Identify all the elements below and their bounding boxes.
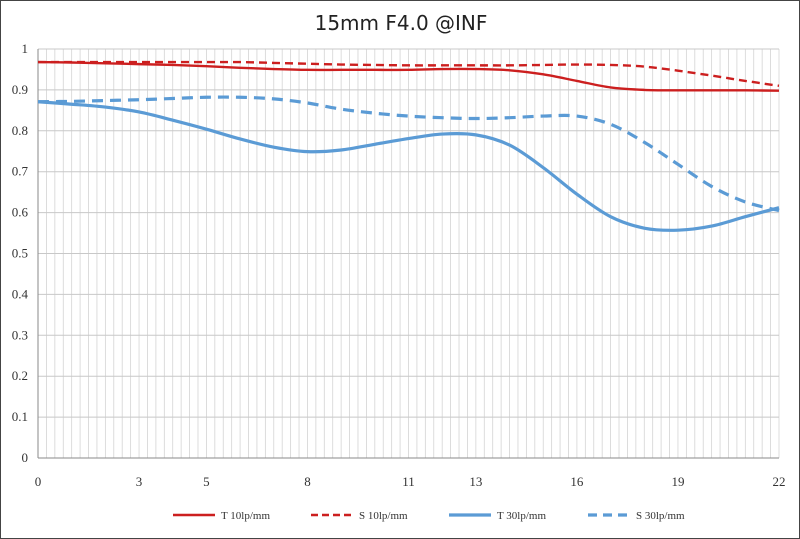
x-tick-label: 5 [203,474,210,489]
x-tick-label: 19 [671,474,684,489]
y-tick-label: 0 [22,450,29,465]
y-tick-label: 0.4 [12,286,29,301]
series-line-t-10lp-mm [37,60,780,92]
x-tick-label: 3 [136,474,143,489]
chart-title: 15mm F4.0 @INF [315,11,488,35]
y-tick-label: 0.7 [12,164,29,179]
legend-label-t-30lp-mm: T 30lp/mm [497,510,546,522]
y-tick-label: 0.5 [12,246,28,261]
grid-layer [37,48,780,459]
x-tick-label: 0 [35,474,42,489]
legend-label-s-10lp-mm: S 10lp/mm [359,510,408,522]
y-tick-label: 0.6 [12,205,29,220]
x-tick-label: 13 [469,474,482,489]
y-tick-label: 0.1 [12,409,28,424]
x-tick-label: 11 [402,474,415,489]
axis-layer: 0 0.1 0.2 0.3 0.4 0.5 0.6 0.7 0.8 0.9 1 0 3 5 8 11 13 16 1… [12,41,786,489]
y-tick-label: 1 [22,41,29,56]
series-layer [37,60,780,232]
x-tick-label: 22 [773,474,786,489]
x-tick-label: 16 [570,474,584,489]
y-tick-label: 0.9 [12,82,28,97]
y-tick-label: 0.3 [12,327,28,342]
series-line-t-30lp-mm [37,100,780,232]
x-tick-label: 8 [304,474,311,489]
y-tick-label: 0.2 [12,368,28,383]
series-line-s-10lp-mm [38,60,780,87]
y-tick-label: 0.8 [12,123,28,138]
legend: T 10lp/mm S 10lp/mm T 30lp/mm S 30lp/mm [173,510,685,522]
legend-label-s-30lp-mm: S 30lp/mm [636,510,685,522]
legend-label-t-10lp-mm: T 10lp/mm [221,510,270,522]
